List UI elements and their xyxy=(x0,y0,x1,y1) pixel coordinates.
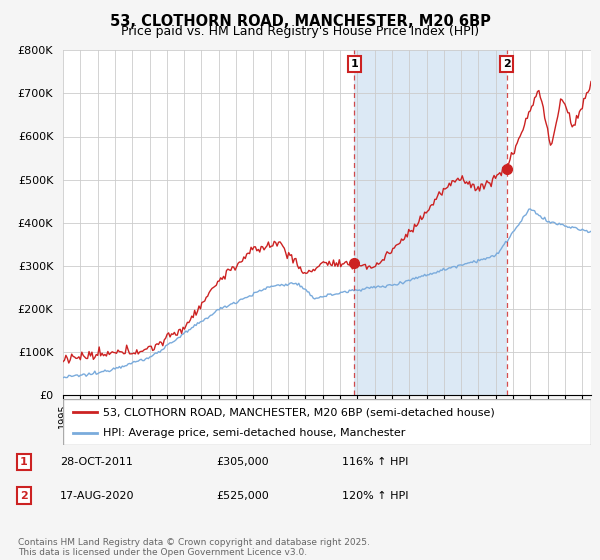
Text: £305,000: £305,000 xyxy=(216,457,269,467)
Text: 1: 1 xyxy=(20,457,28,467)
Text: 120% ↑ HPI: 120% ↑ HPI xyxy=(342,491,409,501)
Text: 1: 1 xyxy=(350,59,358,69)
Text: 53, CLOTHORN ROAD, MANCHESTER, M20 6BP (semi-detached house): 53, CLOTHORN ROAD, MANCHESTER, M20 6BP (… xyxy=(103,407,494,417)
Text: £525,000: £525,000 xyxy=(216,491,269,501)
FancyBboxPatch shape xyxy=(63,399,591,445)
Text: 28-OCT-2011: 28-OCT-2011 xyxy=(60,457,133,467)
Text: 2: 2 xyxy=(20,491,28,501)
Text: 53, CLOTHORN ROAD, MANCHESTER, M20 6BP: 53, CLOTHORN ROAD, MANCHESTER, M20 6BP xyxy=(110,14,490,29)
Text: 2: 2 xyxy=(503,59,511,69)
Text: Price paid vs. HM Land Registry's House Price Index (HPI): Price paid vs. HM Land Registry's House … xyxy=(121,25,479,38)
Text: 17-AUG-2020: 17-AUG-2020 xyxy=(60,491,134,501)
Text: HPI: Average price, semi-detached house, Manchester: HPI: Average price, semi-detached house,… xyxy=(103,428,405,438)
Text: 116% ↑ HPI: 116% ↑ HPI xyxy=(342,457,409,467)
Bar xyxy=(355,50,506,395)
Text: Contains HM Land Registry data © Crown copyright and database right 2025.
This d: Contains HM Land Registry data © Crown c… xyxy=(18,538,370,557)
